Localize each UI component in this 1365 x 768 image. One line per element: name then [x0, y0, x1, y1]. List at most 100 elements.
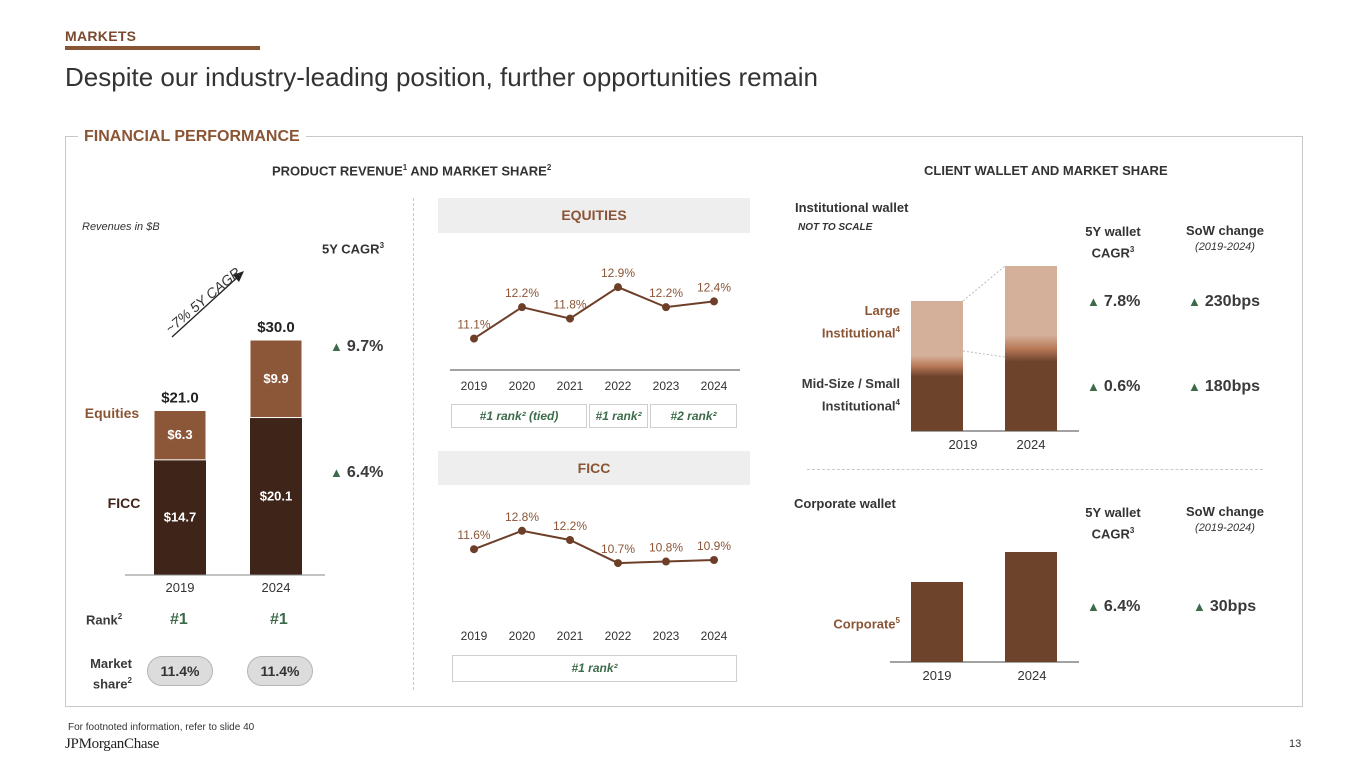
bar-ficc-2024: [250, 417, 302, 575]
x-tick: 2022: [605, 629, 632, 643]
ficc-band: FICC: [438, 451, 750, 485]
x-tick: 2021: [557, 379, 584, 393]
large-wallet-cagr: ▲ 7.8%: [1087, 293, 1141, 310]
up-triangle-icon: ▲: [1193, 599, 1206, 614]
x-tick: 2022: [605, 379, 632, 393]
up-triangle-icon: ▲: [330, 465, 343, 480]
data-label: 11.1%: [457, 318, 490, 332]
cagr-arrow-label: ~7% 5Y CAGR: [162, 264, 244, 336]
financial-performance-panel: [65, 136, 1303, 707]
cagr-header: 5Y CAGR3: [322, 241, 385, 257]
data-point: [614, 559, 622, 568]
data-point: [614, 283, 622, 292]
rank-label: Rank2: [86, 612, 123, 628]
legend-equities: Equities: [85, 405, 140, 421]
data-label: 10.7%: [601, 542, 635, 556]
corporate-sow-change: ▲ 30bps: [1193, 598, 1257, 615]
equities-cagr: ▲ 9.7%: [330, 338, 384, 355]
panel-title: FINANCIAL PERFORMANCE: [78, 128, 306, 146]
sow-period: (2019-2024): [1195, 522, 1255, 534]
total-2024: $30.0: [257, 319, 295, 336]
connector-line: [962, 265, 1006, 302]
label-equities-2024: $9.9: [263, 371, 288, 386]
data-point: [662, 557, 670, 566]
ficc-line-chart: 11.6% 12.8% 12.2% 10.7% 10.8% 10.9% 2019…: [457, 510, 731, 643]
product-revenue-heading: PRODUCT REVENUE1 AND MARKET SHARE2: [272, 163, 552, 179]
up-triangle-icon: ▲: [1087, 379, 1100, 394]
product-revenue-chart: ~7% 5Y CAGR $14.7 $6.3 $20.1 $9.9 $21.0 …: [85, 264, 325, 595]
data-label: 12.2%: [553, 519, 587, 533]
bar-equities-2019: [153, 410, 207, 461]
legend-ficc: FICC: [108, 495, 141, 511]
x-tick: 2019: [461, 629, 488, 643]
data-point: [566, 536, 574, 544]
ficc-rank: #1 rank²: [452, 655, 737, 682]
data-label: 12.2%: [505, 286, 539, 300]
company-logo: JPMorganChase: [65, 736, 160, 752]
up-triangle-icon: ▲: [1188, 379, 1201, 394]
data-point: [710, 297, 718, 306]
bar-equities-2024: [249, 339, 303, 419]
market-share-2019: 11.4%: [147, 656, 213, 686]
total-2019: $21.0: [161, 390, 199, 407]
x-tick: 2021: [557, 629, 584, 643]
data-point: [566, 314, 574, 323]
page-number: 13: [1289, 738, 1302, 750]
category-2019: 2019: [923, 668, 952, 683]
data-point: [518, 303, 526, 312]
rank-2024: #1: [270, 611, 288, 628]
cagr-arrowhead: [233, 271, 244, 282]
inst-bar-2019: [911, 301, 963, 431]
large-sow-change: ▲ 230bps: [1188, 293, 1261, 310]
category-2024: 2024: [1017, 437, 1046, 452]
label-equities-2019: $6.3: [167, 427, 192, 442]
data-point: [518, 526, 526, 535]
x-tick: 2020: [509, 379, 536, 393]
footnote: For footnoted information, refer to slid…: [68, 722, 255, 733]
wallet-cagr-header: 5Y wallet CAGR3: [1085, 505, 1141, 542]
data-label: 12.8%: [505, 510, 539, 524]
corporate-bar-2024: [1005, 552, 1057, 662]
corporate-wallet-cagr: ▲ 6.4%: [1087, 598, 1141, 615]
up-triangle-icon: ▲: [1188, 294, 1201, 309]
mid-sow-change: ▲ 180bps: [1188, 378, 1261, 395]
data-label: 10.9%: [697, 539, 731, 553]
page-title: Despite our industry-leading position, f…: [65, 62, 818, 92]
mid-wallet-cagr: ▲ 0.6%: [1087, 378, 1141, 395]
equities-rank-2021: #1 rank²: [589, 404, 648, 428]
label-ficc-2024: $20.1: [260, 488, 293, 503]
x-tick: 2024: [701, 379, 728, 393]
cagr-arrow: [171, 274, 241, 338]
data-label: 12.2%: [649, 286, 683, 300]
horizontal-divider: [807, 469, 1263, 470]
inst-bar-2024: [1005, 266, 1057, 431]
connector-line: [962, 350, 1006, 358]
x-tick: 2024: [701, 629, 728, 643]
data-point: [662, 303, 670, 312]
equities-band: EQUITIES: [438, 198, 750, 233]
equities-series-line: [473, 286, 715, 340]
label-ficc-2019: $14.7: [164, 509, 197, 524]
x-tick: 2023: [653, 379, 680, 393]
data-label: 10.8%: [649, 541, 683, 555]
ficc-cagr: ▲ 6.4%: [330, 464, 384, 481]
category-2024: 2024: [1018, 668, 1047, 683]
corporate-wallet-title: Corporate wallet: [794, 496, 896, 511]
large-institutional-label: Large Institutional4: [821, 303, 900, 341]
category-2019: 2019: [166, 580, 195, 595]
not-to-scale-note: NOT TO SCALE: [798, 222, 873, 233]
section-tag-underline: [65, 46, 260, 50]
institutional-wallet-title: Institutional wallet: [795, 200, 909, 215]
corporate-label: Corporate5: [833, 616, 900, 632]
corporate-bar-2019: [911, 582, 963, 662]
bar-ficc-2019: [154, 459, 206, 575]
wallet-cagr-header: 5Y wallet CAGR3: [1085, 224, 1141, 261]
ficc-series-line: [473, 529, 715, 565]
section-tag: MARKETS: [65, 28, 137, 44]
data-point: [710, 556, 718, 564]
equities-line-chart: 11.1% 12.2% 11.8% 12.9% 12.2% 12.4% 2019…: [450, 266, 740, 393]
x-tick: 2019: [461, 379, 488, 393]
data-point: [470, 334, 478, 343]
data-label: 11.8%: [553, 298, 586, 312]
market-share-label: Market share2: [90, 656, 132, 692]
